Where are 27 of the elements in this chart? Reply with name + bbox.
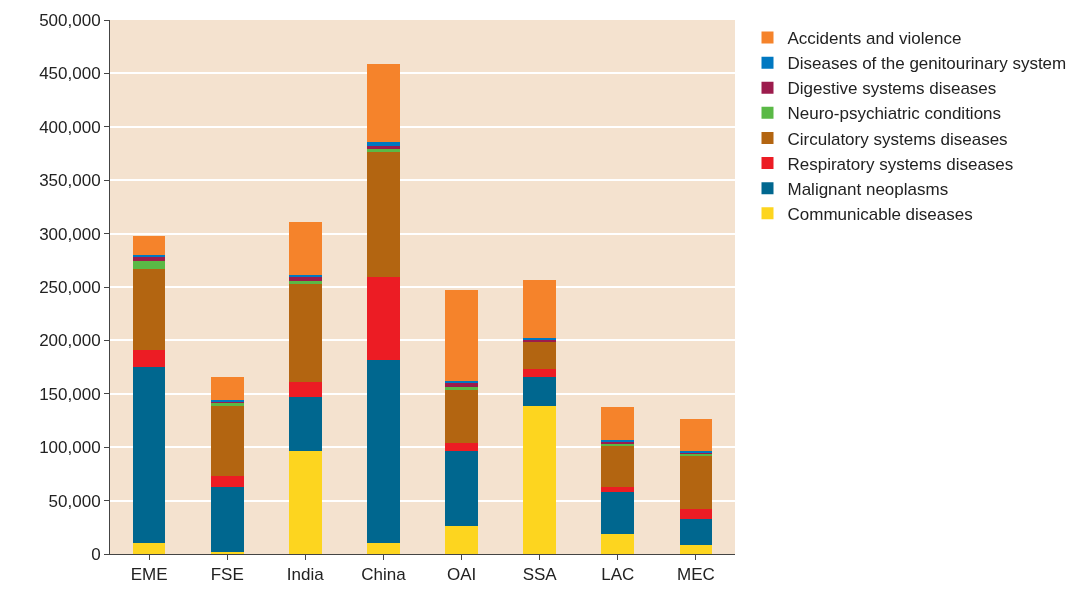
x-tick-label: LAC [601,565,635,585]
x-tick-label: China [361,565,407,585]
x-tick-label: EME [130,565,168,585]
y-tick-label: 450,000 [39,64,101,84]
x-tick-label: FSE [210,565,244,585]
y-tick-label: 200,000 [39,331,101,351]
legend-label: Malignant neoplasms [787,179,949,199]
legend-label: Neuro-psychiatric conditions [787,104,1002,124]
y-tick-label: 500,000 [39,10,101,30]
y-tick-label: 350,000 [39,171,101,191]
x-tick-label: MEC [677,565,715,585]
legend-label: Respiratory systems diseases [787,154,1014,174]
x-tick-label: OAI [446,565,477,585]
y-tick-label: 150,000 [39,384,101,404]
y-tick-label: 50,000 [48,491,101,511]
y-tick-label: 250,000 [39,277,101,297]
legend-label: Digestive systems diseases [787,79,997,99]
legend-label: Diseases of the genitourinary system [787,54,1067,74]
x-tick-label: SSA [522,565,558,585]
y-tick-label: 100,000 [39,438,101,458]
x-tick-label: India [286,565,325,585]
y-tick-label: 300,000 [39,224,101,244]
legend-label: Accidents and violence [787,29,962,49]
y-tick-label: 0 [91,544,101,564]
legend-label: Circulatory systems diseases [787,129,1008,149]
legend-label: Communicable diseases [787,204,973,224]
y-tick-label: 400,000 [39,117,101,137]
